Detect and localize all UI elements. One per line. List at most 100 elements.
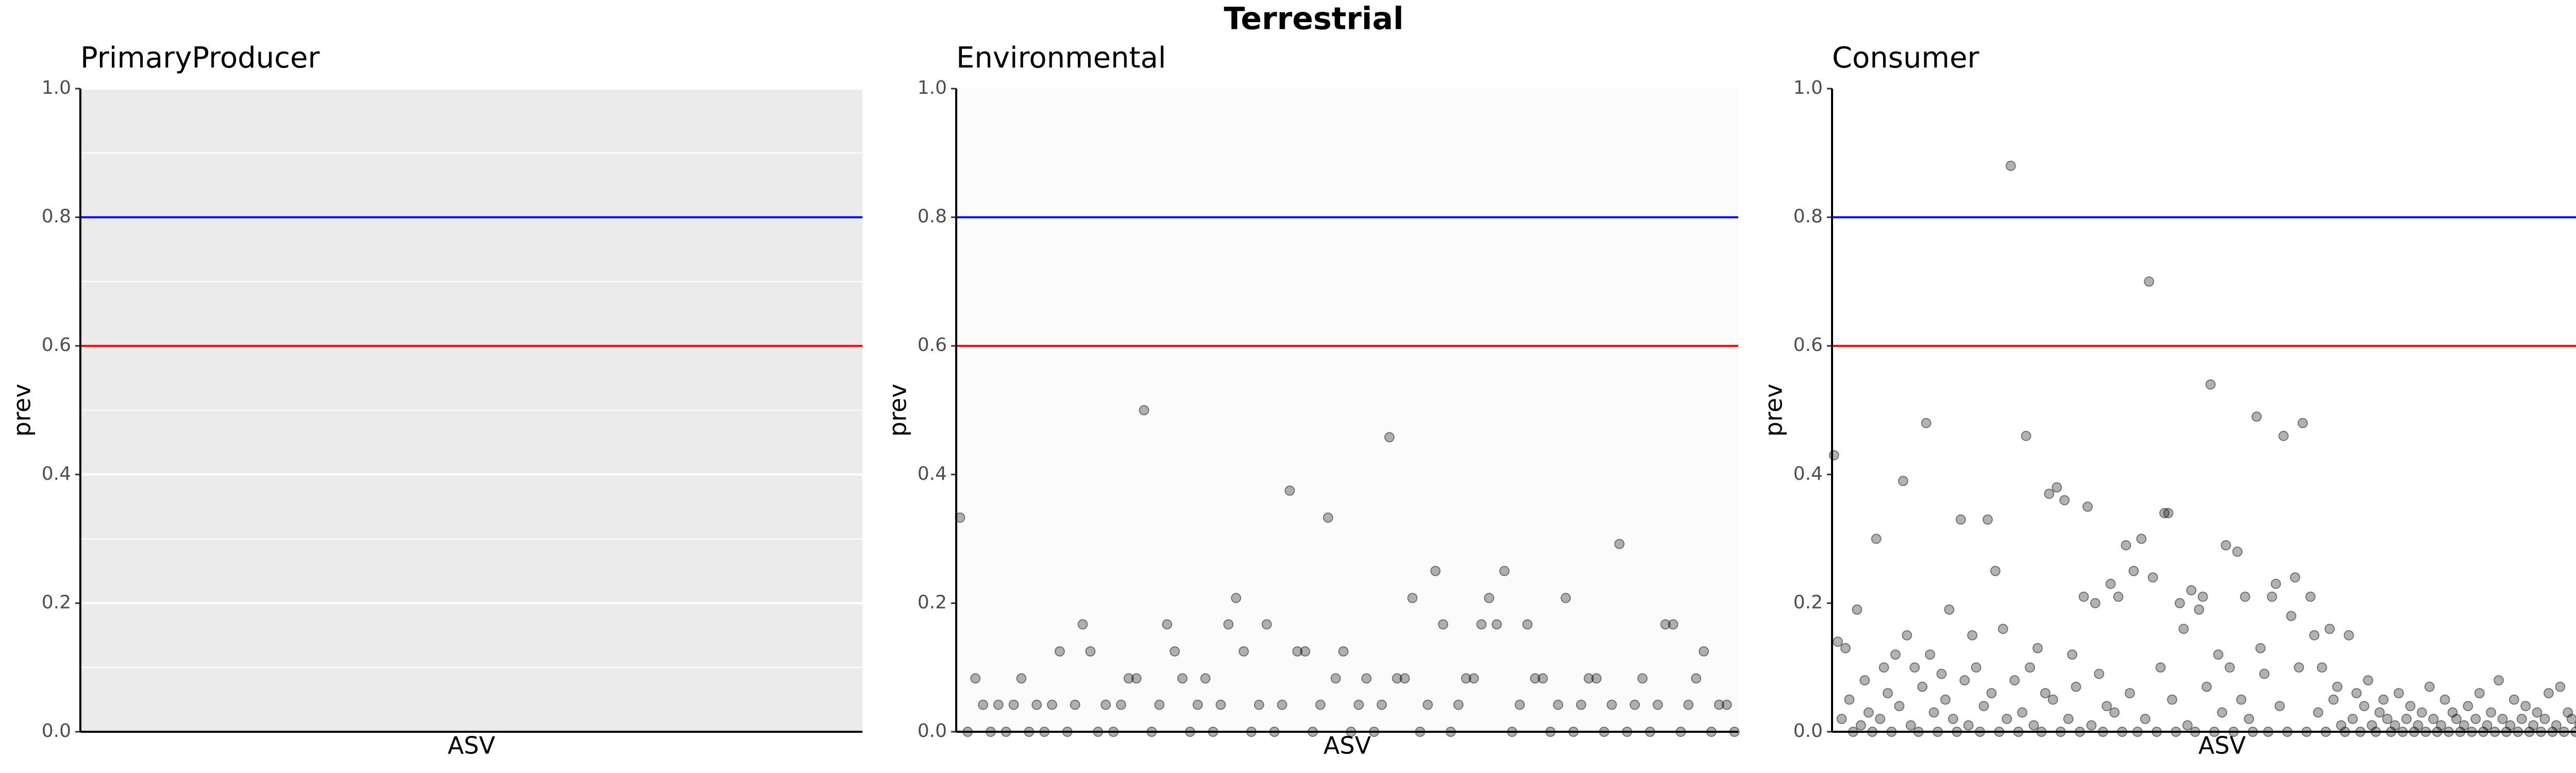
point — [2144, 276, 2155, 287]
point — [2186, 585, 2197, 596]
point — [2136, 533, 2147, 544]
point — [1897, 476, 1908, 486]
point — [2259, 668, 2270, 679]
point — [2217, 707, 2227, 718]
point — [1131, 673, 1142, 684]
point — [2105, 578, 2116, 589]
point — [1978, 701, 1989, 712]
point — [2197, 591, 2208, 602]
point — [1859, 675, 1870, 686]
y-tick-label: 0.8 — [1793, 206, 1823, 227]
point — [1833, 636, 1843, 647]
y-tick-label: 0.0 — [42, 720, 71, 742]
point — [1836, 714, 1847, 725]
point — [1277, 699, 1287, 710]
point — [1085, 646, 1096, 657]
point — [2344, 630, 2354, 641]
point — [1878, 662, 1889, 673]
point — [970, 673, 981, 684]
point — [1855, 720, 1866, 731]
point — [2047, 694, 2058, 705]
point — [2071, 681, 2081, 692]
point — [2451, 714, 2462, 725]
point — [1668, 619, 1679, 630]
point — [1553, 699, 1564, 710]
y-tick-label: 0.6 — [918, 334, 947, 356]
point — [2405, 701, 2416, 712]
point — [1537, 673, 1548, 684]
point — [1468, 673, 1479, 684]
point — [1323, 512, 1333, 523]
point — [1909, 662, 1920, 673]
point — [2059, 495, 2070, 506]
point — [2332, 681, 2343, 692]
point — [1925, 649, 1936, 660]
point — [1660, 619, 1671, 630]
point — [1453, 699, 1464, 710]
point — [1921, 417, 1931, 428]
point — [2201, 681, 2212, 692]
point — [2309, 630, 2319, 641]
point — [1840, 643, 1851, 653]
point — [1392, 673, 1402, 684]
point — [2324, 624, 2335, 634]
point — [2351, 688, 2362, 699]
point — [1583, 673, 1594, 684]
point — [1894, 701, 1905, 712]
point — [2401, 714, 2412, 725]
point — [1476, 619, 1487, 630]
panel-title: Consumer — [1832, 41, 1980, 75]
point — [1338, 646, 1349, 657]
point — [2505, 720, 2516, 731]
point — [1492, 619, 1502, 630]
point — [2224, 662, 2235, 673]
point — [2163, 508, 2174, 518]
point — [1361, 673, 1372, 684]
point — [2109, 707, 2120, 718]
point — [2316, 662, 2327, 673]
point — [1522, 619, 1533, 630]
point — [2382, 714, 2393, 725]
y-tick-label: 0.6 — [1793, 334, 1823, 356]
point — [2067, 649, 2078, 660]
point — [1170, 646, 1180, 657]
point — [1575, 699, 1586, 710]
point — [2125, 688, 2136, 699]
point — [1997, 624, 2008, 634]
panel: 0.0 0.2 0.4 0.6 0.8 1.0 Environmental ASV prev — [884, 41, 1740, 760]
point — [1982, 514, 1993, 525]
x-axis-label: ASV — [2198, 732, 2246, 760]
point — [1721, 699, 1732, 710]
point — [2497, 714, 2508, 725]
point — [2274, 701, 2285, 712]
point — [1883, 688, 1893, 699]
y-tick-label: 0.2 — [918, 592, 947, 613]
panel-title: PrimaryProducer — [80, 41, 320, 75]
point — [2121, 540, 2131, 551]
point — [2128, 566, 2139, 576]
point — [2424, 681, 2435, 692]
point — [2113, 591, 2124, 602]
point — [2182, 720, 2193, 731]
point — [2232, 546, 2243, 557]
point — [2394, 688, 2404, 699]
point — [1637, 673, 1648, 684]
point — [1154, 699, 1165, 710]
point — [1828, 450, 1839, 461]
point — [2474, 688, 2485, 699]
point — [2374, 707, 2385, 718]
point — [993, 699, 1004, 710]
point — [2032, 643, 2043, 653]
point — [2255, 643, 2266, 653]
point — [1852, 604, 1862, 615]
point — [2009, 675, 2020, 686]
point — [1691, 673, 1702, 684]
y-tick-label: 1.0 — [1793, 77, 1823, 98]
point — [1630, 699, 1640, 710]
point — [2328, 694, 2339, 705]
point — [978, 699, 989, 710]
point — [1070, 699, 1080, 710]
point — [1376, 699, 1387, 710]
point — [1936, 668, 1947, 679]
point — [2140, 714, 2150, 725]
